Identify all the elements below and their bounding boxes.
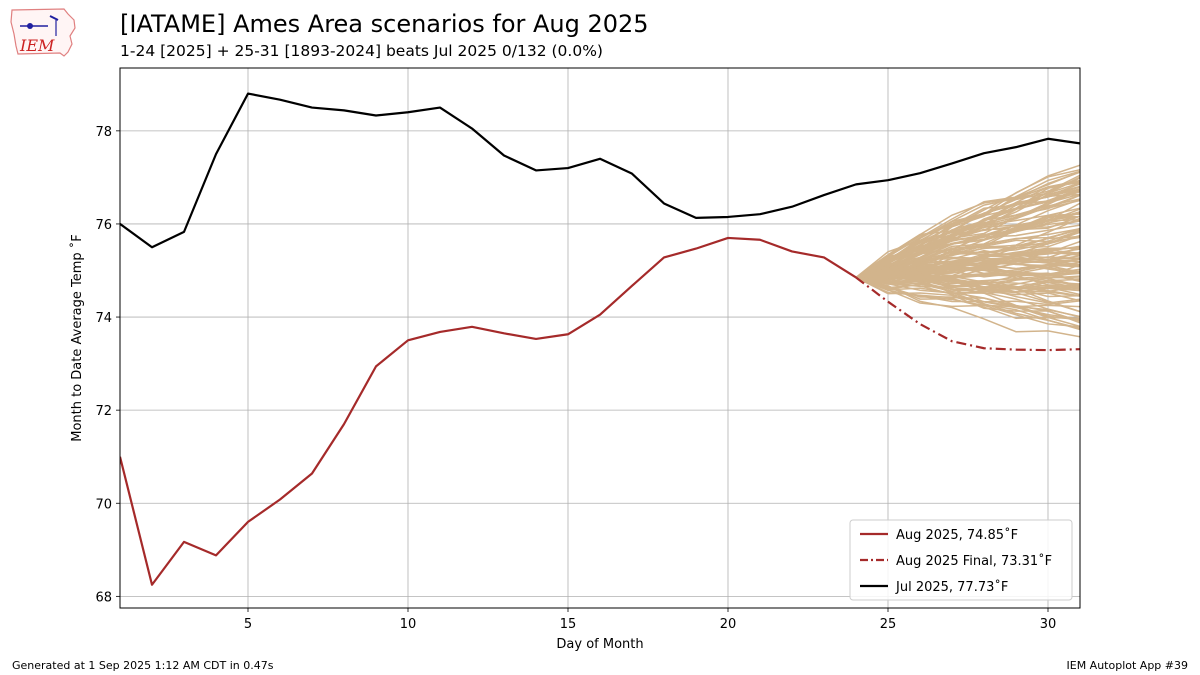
scenario-line: [855, 276, 1080, 328]
plot-frame: [119, 67, 1081, 609]
scenario-line: [855, 240, 1080, 279]
series-lines: [120, 92, 1080, 586]
scenario-line: [855, 258, 1080, 279]
y-tick-label: 74: [95, 311, 112, 326]
x-axis-label: Day of Month: [556, 637, 643, 652]
y-axis-ticks: 68 70 72 74 76 78: [95, 125, 120, 605]
y-tick-label: 76: [95, 218, 112, 233]
scenario-line: [855, 188, 1080, 279]
legend-label-1: Aug 2025 Final, 73.31˚F: [896, 553, 1052, 569]
series-line-0: [120, 236, 857, 586]
legend: Aug 2025, 74.85˚F Aug 2025 Final, 73.31˚F…: [849, 519, 1073, 601]
x-tick-label: 30: [1040, 617, 1057, 632]
legend-box: [849, 519, 1073, 601]
y-axis-label: Month to Date Average Temp ˚F: [69, 234, 85, 442]
scenario-line: [855, 183, 1080, 279]
y-tick-label: 72: [95, 404, 112, 419]
scenario-line: [855, 276, 1080, 320]
scenario-line: [855, 276, 1080, 306]
series-line-2: [120, 92, 1080, 249]
legend-label-0: Aug 2025, 74.85˚F: [896, 527, 1018, 543]
scenario-line: [855, 276, 1080, 322]
chart-subtitle: 1-24 [2025] + 25-31 [1893-2024] beats Ju…: [120, 42, 603, 60]
scenario-line: [855, 177, 1080, 279]
generated-note: Generated at 1 Sep 2025 1:12 AM CDT in 0…: [12, 659, 274, 672]
y-tick-label: 70: [95, 497, 112, 512]
legend-label-2: Jul 2025, 77.73˚F: [895, 579, 1008, 595]
x-tick-label: 10: [400, 617, 417, 632]
scenario-line: [855, 215, 1080, 279]
grid-lines: [120, 68, 1080, 608]
x-tick-label: 5: [244, 617, 252, 632]
scenario-line: [855, 174, 1080, 279]
scenario-line: [855, 275, 1080, 297]
chart-title: [IATAME] Ames Area scenarios for Aug 202…: [120, 10, 649, 38]
x-axis-ticks: 5 10 15 20 25 30: [244, 608, 1056, 632]
iem-logo: IEM: [10, 8, 76, 57]
scenario-line: [855, 269, 1080, 284]
scenario-line: [855, 276, 1080, 324]
y-tick-label: 68: [95, 590, 112, 605]
scenario-line: [855, 212, 1080, 279]
scenario-lines: [855, 164, 1080, 338]
x-tick-label: 25: [880, 617, 897, 632]
x-tick-label: 20: [720, 617, 737, 632]
y-tick-label: 78: [95, 125, 112, 140]
scenario-line: [855, 177, 1080, 279]
x-tick-label: 15: [560, 617, 577, 632]
scenario-line: [855, 262, 1080, 279]
app-credit: IEM Autoplot App #39: [1066, 659, 1189, 672]
logo-text: IEM: [19, 36, 55, 55]
series-line-1: [855, 276, 1080, 352]
